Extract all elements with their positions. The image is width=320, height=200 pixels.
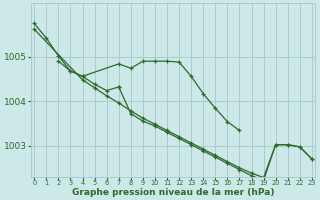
X-axis label: Graphe pression niveau de la mer (hPa): Graphe pression niveau de la mer (hPa)	[72, 188, 274, 197]
